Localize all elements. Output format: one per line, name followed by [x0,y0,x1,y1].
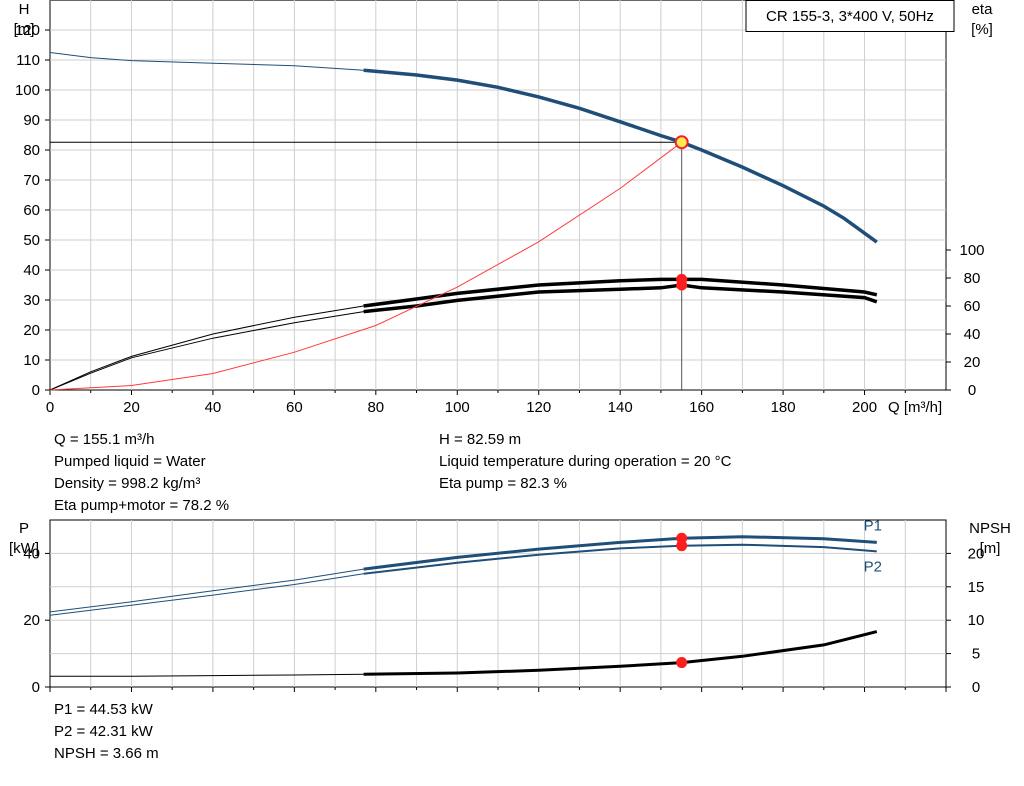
p1-series-label: P1 [864,517,882,534]
eta-pump-readout: Eta pump = 82.3 % [439,475,567,492]
h-tick-label: 0 [32,382,40,399]
info-block-right: H = 82.59 m Liquid temperature during op… [439,429,731,495]
x-tick-label: 100 [445,399,470,416]
x-axis-label: Q [m³/h] [888,399,942,416]
h-tick-label: 110 [16,52,40,69]
p-tick-label: 0 [32,679,40,696]
p1-curve-extended [49,568,364,613]
eta-tick-label: 0 [968,382,976,399]
eta-tick-label: 100 [959,242,984,259]
eta-operating-marker [676,279,688,291]
eta-axis-unit: [%] [971,21,993,38]
p2-readout: P2 = 42.31 kW [54,723,153,740]
p1-readout: P1 = 44.53 kW [54,701,153,718]
x-tick-label: 120 [526,399,551,416]
pumped-liquid-readout: Pumped liquid = Water [54,453,206,470]
p2-curve-extended [49,573,364,616]
npsh-curve-extended [50,673,364,677]
p-tick-label: 20 [23,612,40,629]
x-tick-label: 140 [608,399,633,416]
p-tick-label: 40 [23,545,40,562]
npsh-readout: NPSH = 3.66 m [54,745,159,762]
x-tick-label: 60 [286,399,303,416]
p1-curve [363,535,877,571]
npsh-tick-label: 0 [972,679,980,696]
npsh-axis-label: NPSH [969,520,1011,537]
h-tick-label: 90 [23,112,40,129]
npsh-operating-marker [676,657,688,669]
h-tick-label: 120 [15,22,40,39]
npsh-tick-label: 15 [968,579,985,596]
eta-tick-label: 20 [964,354,981,371]
h-tick-label: 20 [23,322,40,339]
p-axis-unit: [kW] [9,540,39,557]
p-axis-label: P [19,520,29,537]
p2-series-label: P2 [864,558,882,575]
h-tick-label: 80 [23,142,40,159]
density-readout: Density = 998.2 kg/m³ [54,475,201,492]
p2-operating-marker [676,540,688,552]
liquid-temperature-readout: Liquid temperature during operation = 20… [439,453,732,470]
h-axis-label: H [19,1,30,18]
eta-tick-label: 60 [964,298,981,315]
info-block-left: Q = 155.1 m³/h Pumped liquid = Water Den… [54,429,229,517]
x-tick-label: 180 [771,399,796,416]
eta-tick-label: 40 [964,326,981,343]
h-tick-label: 100 [15,82,40,99]
npsh-curve [363,630,878,676]
eta-pump-motor-curve-extended [49,311,364,391]
eta-axis-label: eta [972,1,994,18]
flow-readout: Q = 155.1 m³/h [54,431,155,448]
x-tick-label: 20 [123,399,140,416]
operating-point-marker [674,135,689,150]
h-tick-label: 10 [23,352,40,369]
x-tick-label: 160 [689,399,714,416]
npsh-tick-label: 20 [968,545,985,562]
eta-tick-label: 80 [964,270,981,287]
h-tick-label: 40 [23,262,40,279]
p2-curve [363,543,877,575]
npsh-axis-unit: [m] [980,540,1001,557]
eta-pump-motor-readout: Eta pump+motor = 78.2 % [54,497,230,514]
h-curve-extended [49,52,364,71]
eta-pump-curve [363,277,878,308]
chart-title: CR 155-3, 3*400 V, 50Hz [766,8,934,25]
eta-pump-curve-extended [49,305,364,391]
x-tick-label: 200 [852,399,877,416]
h-curve [363,68,878,244]
h-tick-label: 30 [23,292,40,309]
eta-pump-motor-curve [363,283,878,314]
x-tick-label: 40 [205,399,222,416]
head-readout: H = 82.59 m [439,431,522,448]
x-tick-label: 0 [46,399,54,416]
info-block-power: P1 = 44.53 kW P2 = 42.31 kW NPSH = 3.66 … [54,699,159,765]
npsh-tick-label: 5 [972,646,980,663]
x-tick-label: 80 [367,399,384,416]
h-tick-label: 50 [23,232,40,249]
h-axis-unit: [m] [14,21,35,38]
system-curve-curve [49,141,683,391]
h-tick-label: 60 [23,202,40,219]
npsh-tick-label: 10 [968,612,985,629]
title-box [745,0,955,32]
h-tick-label: 70 [23,172,40,189]
